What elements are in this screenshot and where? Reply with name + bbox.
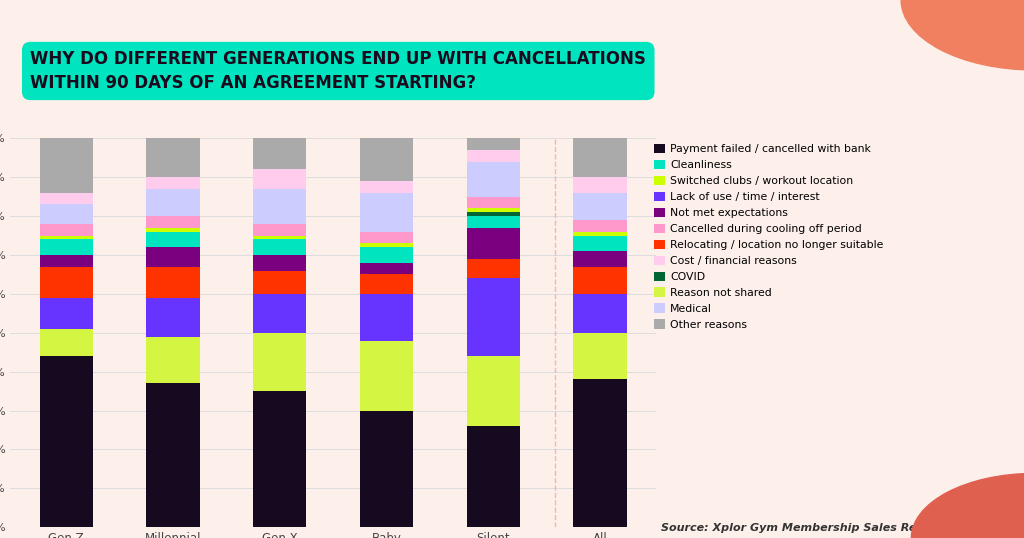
Bar <box>467 150 520 161</box>
Bar <box>467 212 520 216</box>
Bar <box>573 333 627 379</box>
Bar <box>253 239 306 255</box>
Bar <box>573 236 627 251</box>
Bar <box>40 204 93 224</box>
Bar <box>40 236 93 239</box>
Bar <box>573 294 627 333</box>
Bar <box>253 169 306 189</box>
Bar <box>146 228 200 232</box>
Bar <box>359 247 414 263</box>
Bar <box>573 267 627 294</box>
Bar <box>146 216 200 228</box>
Bar <box>573 177 627 193</box>
Bar <box>146 384 200 527</box>
Bar <box>359 138 414 181</box>
Bar <box>146 267 200 298</box>
Bar <box>573 138 627 177</box>
Bar <box>253 391 306 527</box>
Bar <box>146 138 200 177</box>
Text: Source: Xplor Gym Membership Sales Research 2024: Source: Xplor Gym Membership Sales Resea… <box>662 522 993 533</box>
Bar <box>146 247 200 267</box>
Bar <box>146 177 200 189</box>
Bar <box>253 236 306 239</box>
Bar <box>253 255 306 271</box>
Bar <box>253 224 306 236</box>
Bar <box>146 298 200 337</box>
Legend: Payment failed / cancelled with bank, Cleanliness, Switched clubs / workout loca: Payment failed / cancelled with bank, Cl… <box>654 144 884 330</box>
Bar <box>359 181 414 193</box>
Bar <box>467 138 520 150</box>
Bar <box>573 232 627 236</box>
Bar <box>359 274 414 294</box>
Bar <box>573 379 627 527</box>
Bar <box>40 138 93 193</box>
Bar <box>146 189 200 216</box>
Bar <box>573 220 627 232</box>
Bar <box>359 263 414 274</box>
Bar <box>40 224 93 236</box>
Bar <box>467 208 520 212</box>
Bar <box>40 193 93 204</box>
Bar <box>467 278 520 356</box>
Bar <box>253 333 306 391</box>
Bar <box>40 356 93 527</box>
Bar <box>359 341 414 410</box>
Bar <box>467 228 520 259</box>
Bar <box>467 426 520 527</box>
Bar <box>146 337 200 384</box>
Bar <box>253 189 306 224</box>
Bar <box>40 329 93 356</box>
Bar <box>253 138 306 169</box>
Bar <box>359 193 414 232</box>
Bar <box>253 294 306 333</box>
Bar <box>467 197 520 208</box>
Bar <box>40 267 93 298</box>
Bar <box>253 271 306 294</box>
Text: WHY DO DIFFERENT GENERATIONS END UP WITH CANCELLATIONS
WITHIN 90 DAYS OF AN AGRE: WHY DO DIFFERENT GENERATIONS END UP WITH… <box>31 50 646 92</box>
Bar <box>359 232 414 243</box>
Bar <box>467 259 520 278</box>
Bar <box>467 356 520 426</box>
Bar <box>359 410 414 527</box>
Bar <box>573 251 627 267</box>
Bar <box>146 232 200 247</box>
Bar <box>40 298 93 329</box>
Bar <box>359 294 414 341</box>
Bar <box>467 161 520 197</box>
Bar <box>40 255 93 267</box>
Bar <box>359 243 414 247</box>
Bar <box>467 216 520 228</box>
Bar <box>40 239 93 255</box>
Bar <box>573 193 627 220</box>
